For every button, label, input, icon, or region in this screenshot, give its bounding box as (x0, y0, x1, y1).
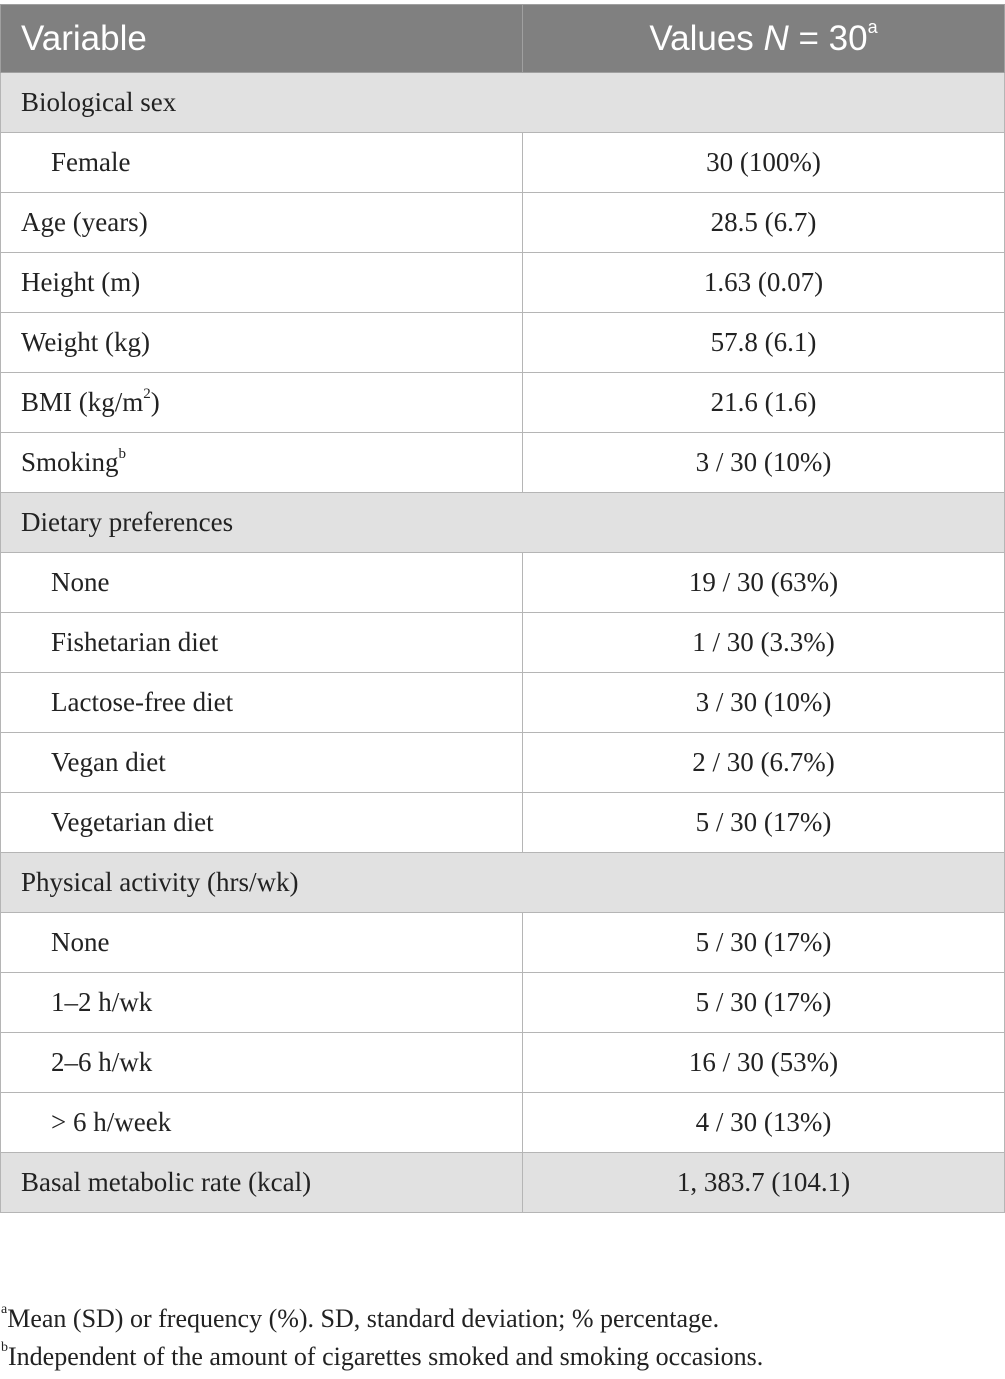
table-row: 2–6 h/wk 16 / 30 (53%) (0, 1032, 1005, 1093)
table-row: Height (m) 1.63 (0.07) (0, 252, 1005, 313)
row-value: 1.63 (0.07) (522, 252, 1005, 313)
table-row: Age (years) 28.5 (6.7) (0, 192, 1005, 253)
row-label: None (0, 912, 523, 973)
footnote-a-mark: a (1, 1302, 8, 1318)
row-label: Lactose-free diet (0, 672, 523, 733)
row-label: Smokingb (0, 432, 523, 493)
smoking-footnote-mark: b (118, 446, 127, 462)
table-row: 1–2 h/wk 5 / 30 (17%) (0, 972, 1005, 1033)
table-row: None 5 / 30 (17%) (0, 912, 1005, 973)
bmi-label-suffix: ) (150, 387, 160, 417)
row-value: 21.6 (1.6) (522, 372, 1005, 433)
row-label: 1–2 h/wk (0, 972, 523, 1033)
row-value: 28.5 (6.7) (522, 192, 1005, 253)
footnote-a-text: Mean (SD) or frequency (%). SD, standard… (7, 1304, 720, 1333)
table-row: Smokingb 3 / 30 (10%) (0, 432, 1005, 493)
table-row: Weight (kg) 57.8 (6.1) (0, 312, 1005, 373)
section-row-dietary-preferences: Dietary preferences (0, 492, 1005, 553)
footnote-a: aMean (SD) or frequency (%). SD, standar… (1, 1300, 1001, 1338)
row-label: Vegan diet (0, 732, 523, 793)
section-row-biological-sex: Biological sex (0, 72, 1005, 133)
row-value: 5 / 30 (17%) (522, 972, 1005, 1033)
header-values-suffix: = 30 (788, 18, 868, 58)
bmi-superscript: 2 (143, 386, 151, 402)
section-row-physical-activity: Physical activity (hrs/wk) (0, 852, 1005, 913)
row-label: Vegetarian diet (0, 792, 523, 853)
table-header-row: Variable Values N = 30a (0, 4, 1005, 73)
section-label: Biological sex (0, 72, 1005, 133)
row-value: 1 / 30 (3.3%) (522, 612, 1005, 673)
table-row: Female 30 (100%) (0, 132, 1005, 193)
header-footnote-mark: a (867, 16, 878, 37)
row-label: Height (m) (0, 252, 523, 313)
section-label: Physical activity (hrs/wk) (0, 852, 1005, 913)
row-label: Fishetarian diet (0, 612, 523, 673)
header-values-prefix: Values (649, 18, 764, 58)
row-value: 3 / 30 (10%) (522, 672, 1005, 733)
row-value: 5 / 30 (17%) (522, 912, 1005, 973)
row-value: 16 / 30 (53%) (522, 1032, 1005, 1093)
row-value: 19 / 30 (63%) (522, 552, 1005, 613)
row-label: Age (years) (0, 192, 523, 253)
table-row: Vegetarian diet 5 / 30 (17%) (0, 792, 1005, 853)
row-label: None (0, 552, 523, 613)
smoking-label: Smoking (21, 447, 119, 477)
row-value: 1, 383.7 (104.1) (522, 1152, 1005, 1213)
footnote-b: bIndependent of the amount of cigarettes… (1, 1338, 1001, 1376)
table-row: Lactose-free diet 3 / 30 (10%) (0, 672, 1005, 733)
row-value: 4 / 30 (13%) (522, 1092, 1005, 1153)
table-row: BMI (kg/m2) 21.6 (1.6) (0, 372, 1005, 433)
demographics-table: Variable Values N = 30a Biological sex F… (0, 4, 1005, 1213)
row-label: > 6 h/week (0, 1092, 523, 1153)
table-footnotes: aMean (SD) or frequency (%). SD, standar… (1, 1300, 1001, 1376)
table-row: Fishetarian diet 1 / 30 (3.3%) (0, 612, 1005, 673)
header-values-n: N (763, 18, 789, 58)
footnote-b-mark: b (1, 1340, 8, 1356)
bmi-label-prefix: BMI (kg/m (21, 387, 144, 417)
row-value: 5 / 30 (17%) (522, 792, 1005, 853)
table-row: > 6 h/week 4 / 30 (13%) (0, 1092, 1005, 1153)
table-row: None 19 / 30 (63%) (0, 552, 1005, 613)
header-values: Values N = 30a (522, 4, 1005, 73)
row-label: BMI (kg/m2) (0, 372, 523, 433)
row-label: 2–6 h/wk (0, 1032, 523, 1093)
row-value: 2 / 30 (6.7%) (522, 732, 1005, 793)
section-label: Dietary preferences (0, 492, 1005, 553)
row-value: 3 / 30 (10%) (522, 432, 1005, 493)
row-value: 57.8 (6.1) (522, 312, 1005, 373)
row-label: Weight (kg) (0, 312, 523, 373)
header-variable: Variable (0, 4, 523, 73)
row-label: Female (0, 132, 523, 193)
footnote-b-text: Independent of the amount of cigarettes … (8, 1342, 764, 1371)
table-row-basal-metabolic-rate: Basal metabolic rate (kcal) 1, 383.7 (10… (0, 1152, 1005, 1213)
row-value: 30 (100%) (522, 132, 1005, 193)
table-row: Vegan diet 2 / 30 (6.7%) (0, 732, 1005, 793)
row-label: Basal metabolic rate (kcal) (0, 1152, 523, 1213)
